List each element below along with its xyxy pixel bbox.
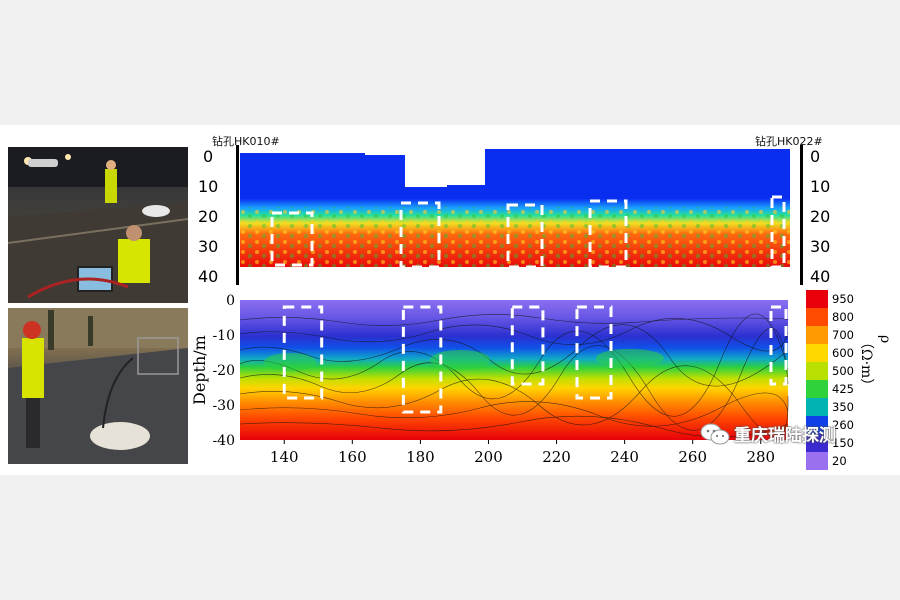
wechat-icon [700, 423, 730, 444]
highlight-box [401, 305, 443, 414]
colorbar-swatch [806, 452, 828, 470]
resistivity-field [240, 300, 788, 440]
x-tick-label: 200 [474, 448, 503, 466]
x-tick-label: 180 [406, 448, 435, 466]
colorbar-swatch [806, 308, 828, 327]
x-tick-label: 240 [610, 448, 639, 466]
colorbar-swatch [806, 344, 828, 363]
y-tick-label: -30 [212, 398, 235, 414]
top-depth-tick-left: 40 [198, 267, 219, 286]
x-tick-label: 260 [678, 448, 707, 466]
highlight-box [575, 305, 613, 400]
colorbar-swatch [806, 362, 828, 381]
colorbar-tick-label: 150 [832, 436, 854, 450]
colorbar-tick-label: 700 [832, 328, 854, 342]
borehole-axis-left [236, 145, 239, 285]
top-depth-tick-right: 10 [810, 177, 831, 196]
x-tick-label: 140 [270, 448, 299, 466]
top-depth-tick-left: 20 [198, 207, 219, 226]
field-photo-top [8, 147, 188, 303]
watermark-text: 重庆瑞陆探测 [734, 426, 836, 446]
y-tick-label: -10 [212, 328, 235, 344]
colorbar-swatch [806, 416, 828, 435]
top-depth-tick-left: 10 [198, 177, 219, 196]
top-depth-tick-left: 30 [198, 237, 219, 256]
colorbar-swatch [806, 290, 828, 309]
colorbar-tick-label: 350 [832, 400, 854, 414]
x-tick-label: 280 [746, 448, 775, 466]
colorbar-tick-label: 20 [832, 454, 847, 468]
colorbar-tick-label: 800 [832, 310, 854, 324]
colorbar-swatch [806, 326, 828, 345]
gpr-radargram [240, 149, 790, 275]
colorbar-swatch [806, 380, 828, 399]
x-tick-label: 160 [338, 448, 367, 466]
colorbar-tick-label: 425 [832, 382, 854, 396]
colorbar [806, 290, 828, 470]
watermark: 重庆瑞陆探测 [700, 421, 836, 446]
borehole-label-right: 钻孔HK022# [755, 135, 823, 148]
colorbar-tick-label: 500 [832, 364, 854, 378]
top-depth-tick-left: 0 [203, 147, 214, 166]
figure-panel: 钻孔HK010# 钻孔HK022# 0 10 20 30 40 0 10 20 … [0, 125, 900, 475]
field-photo-bottom [8, 308, 188, 464]
resistivity-section-chart: 140 160 180 200 220 240 260 280 0 -10 -20 -30 -40 [212, 293, 789, 466]
colorbar-swatch [806, 398, 828, 417]
colorbar-tick-label: 600 [832, 346, 854, 360]
colorbar-swatch [806, 434, 828, 453]
top-depth-tick-right: 30 [810, 237, 831, 256]
y-tick-label: -40 [212, 433, 235, 449]
top-depth-tick-right: 0 [810, 147, 821, 166]
y-tick-label: -20 [212, 363, 235, 379]
top-depth-tick-right: 40 [810, 267, 831, 286]
gpr-highlight-boxes [270, 195, 786, 269]
y-tick-label: 0 [226, 293, 235, 309]
x-tick-label: 220 [542, 448, 571, 466]
colorbar-tick-label: 950 [832, 292, 854, 306]
highlight-box [510, 305, 545, 386]
top-depth-tick-right: 20 [810, 207, 831, 226]
highlight-box [769, 305, 788, 386]
borehole-axis-right [800, 145, 803, 285]
highlight-box [282, 305, 324, 400]
colorbar-label: ρ（Ω·m） [858, 335, 893, 393]
colorbar-tick-label: 260 [832, 418, 854, 432]
borehole-label-left: 钻孔HK010# [212, 135, 280, 148]
